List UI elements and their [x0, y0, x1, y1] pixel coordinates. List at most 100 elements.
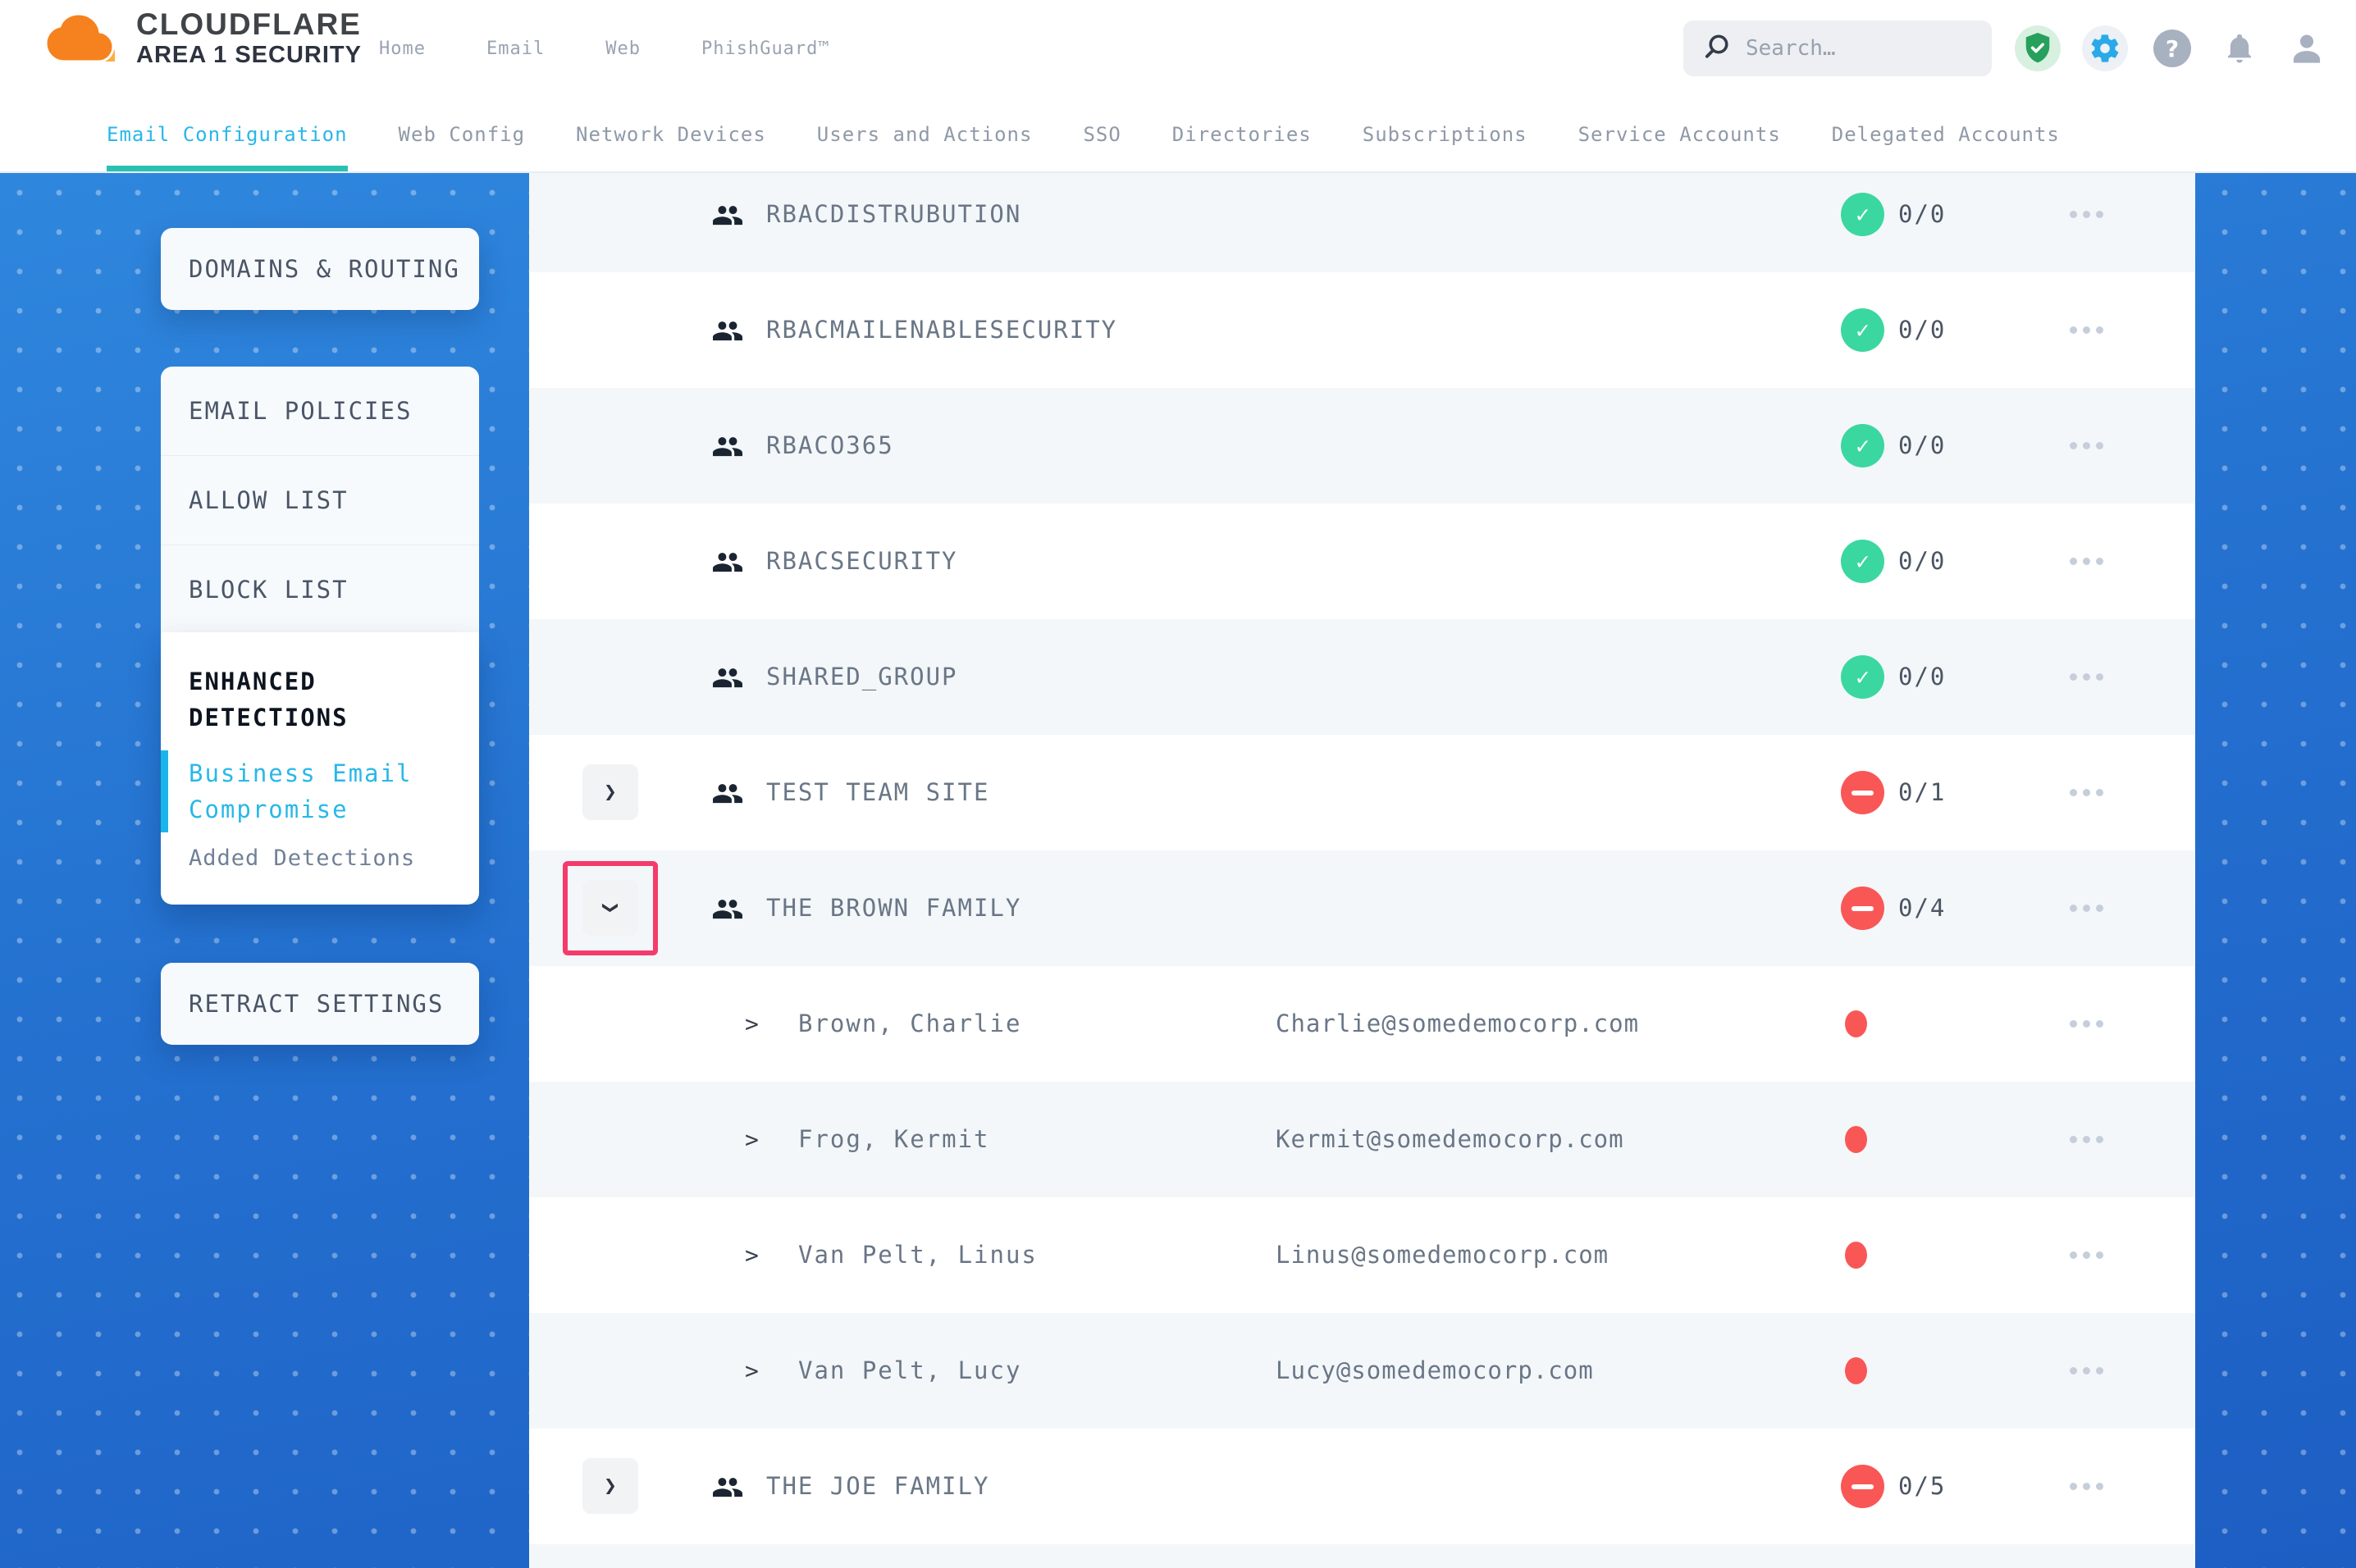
tab-web-config[interactable]: Web Config [398, 122, 526, 146]
row-menu-button[interactable] [2070, 157, 2103, 272]
expand-button[interactable] [582, 1458, 638, 1514]
group-icon [711, 315, 744, 344]
table-row: RBACO365 0/0 [529, 388, 2195, 504]
member-chevron-icon[interactable] [745, 1313, 759, 1429]
sidebar-card-retract-settings[interactable]: RETRACT SETTINGS [161, 963, 479, 1045]
group-name: THE BROWN FAMILY [766, 894, 1022, 922]
gear-icon[interactable] [2082, 25, 2128, 71]
row-menu-button[interactable] [2070, 966, 2103, 1082]
groups-table: RBACDISTRUBUTION 0/0 RBACMAILENABLESECURIT… [529, 157, 2195, 1568]
tab-sso[interactable]: SSO [1083, 122, 1121, 146]
group-name: RBACMAILENABLESECURITY [766, 316, 1118, 344]
workspace-background: RBACDISTRUBUTION 0/0 RBACMAILENABLESECURIT… [0, 157, 2356, 1568]
member-chevron-icon[interactable] [745, 1082, 759, 1197]
table-row [529, 1544, 2195, 1568]
member-email: Kermit@somedemocorp.com [1276, 1125, 1624, 1153]
row-menu-button[interactable] [2070, 850, 2103, 966]
row-menu-button[interactable] [2070, 619, 2103, 735]
table-row: THE BROWN FAMILY 0/4 [529, 850, 2195, 966]
tab-users-and-actions[interactable]: Users and Actions [816, 122, 1033, 146]
search-box[interactable] [1683, 21, 1992, 76]
tab-service-accounts[interactable]: Service Accounts [1578, 122, 1781, 146]
top-nav-home[interactable]: Home [379, 38, 426, 59]
status-alert-dot [1845, 1357, 1867, 1384]
sidebar-item-business-email-compromise[interactable]: Business Email Compromise [161, 750, 451, 832]
status-alert-dot [1845, 1010, 1867, 1037]
member-count: 0/0 [1898, 547, 1947, 575]
member-count: 0/0 [1898, 431, 1947, 459]
bell-icon[interactable] [2217, 25, 2262, 71]
status-ok-badge [1841, 308, 1884, 352]
member-count: 0/5 [1898, 1472, 1947, 1500]
sidebar-card-domains-routing[interactable]: DOMAINS & ROUTING [161, 228, 479, 310]
search-input[interactable] [1744, 35, 1961, 62]
status-blocked-badge [1841, 1465, 1884, 1508]
user-icon[interactable] [2284, 25, 2330, 71]
row-menu-button[interactable] [2070, 504, 2103, 619]
status-blocked-badge [1841, 887, 1884, 930]
member-name: Brown, Charlie [798, 1010, 1022, 1037]
group-name: RBACO365 [766, 431, 894, 459]
help-icon[interactable] [2149, 25, 2195, 71]
top-nav: Home Email Web PhishGuard™ [379, 0, 830, 97]
member-name: Frog, Kermit [798, 1125, 990, 1153]
sidebar-item-added-detections[interactable]: Added Detections [189, 846, 416, 871]
tab-directories[interactable]: Directories [1171, 122, 1312, 146]
sidebar-item-domains-routing[interactable]: DOMAINS & ROUTING [189, 255, 460, 283]
group-name: RBACSECURITY [766, 547, 958, 575]
row-menu-button[interactable] [2070, 1429, 2103, 1544]
member-count: 0/1 [1898, 778, 1947, 806]
tab-network-devices[interactable]: Network Devices [576, 122, 766, 146]
row-menu-button[interactable] [2070, 388, 2103, 504]
expand-button[interactable] [582, 764, 638, 820]
group-name: THE JOE FAMILY [766, 1472, 990, 1500]
row-menu-button[interactable] [2070, 1313, 2103, 1429]
row-menu-button[interactable] [2070, 272, 2103, 388]
top-nav-email[interactable]: Email [486, 38, 546, 59]
sidebar-item-email-policies[interactable]: EMAIL POLICIES [189, 397, 413, 425]
header-icons [2015, 0, 2330, 97]
group-icon [711, 777, 744, 807]
member-chevron-icon[interactable] [745, 1197, 759, 1313]
row-menu-button[interactable] [2070, 1082, 2103, 1197]
sidebar-item-allow-list[interactable]: ALLOW LIST [161, 455, 479, 545]
group-icon [711, 893, 744, 923]
cloudflare-cloud-icon [39, 11, 121, 66]
group-icon [711, 1471, 744, 1501]
chevron-right-icon [604, 782, 617, 803]
member-name: Van Pelt, Lucy [798, 1356, 1022, 1384]
chevron-down-icon [600, 901, 621, 914]
sidebar-item-block-list[interactable]: BLOCK LIST [161, 545, 479, 634]
tab-email-configuration[interactable]: Email Configuration [107, 97, 348, 171]
member-email: Linus@somedemocorp.com [1276, 1241, 1609, 1269]
brand-logo[interactable]: CLOUDFLARE AREA 1 SECURITY [39, 8, 362, 69]
tab-subscriptions[interactable]: Subscriptions [1362, 122, 1527, 146]
brand-title: CLOUDFLARE [136, 7, 362, 41]
table-row: Frog, Kermit Kermit@somedemocorp.com [529, 1082, 2195, 1197]
group-name: TEST TEAM SITE [766, 778, 990, 806]
group-icon [711, 662, 744, 691]
member-email: Lucy@somedemocorp.com [1276, 1356, 1594, 1384]
top-nav-phishguard[interactable]: PhishGuard™ [701, 38, 830, 59]
top-nav-web[interactable]: Web [605, 38, 641, 59]
config-tabs: Email Configuration Web Config Network Dev… [0, 97, 2356, 173]
member-email: Charlie@somedemocorp.com [1276, 1010, 1640, 1037]
table-row: SHARED_GROUP 0/0 [529, 619, 2195, 735]
sidebar-item-enhanced-detections[interactable]: ENHANCED DETECTIONS [189, 668, 349, 732]
group-name: RBACDISTRUBUTION [766, 200, 1022, 228]
sidebar-card-policies: EMAIL POLICIES ALLOW LIST BLOCK LIST [161, 367, 479, 632]
tab-delegated-accounts[interactable]: Delegated Accounts [1831, 122, 2060, 146]
collapse-button[interactable] [582, 880, 638, 936]
status-ok-badge [1841, 193, 1884, 236]
row-menu-button[interactable] [2070, 1197, 2103, 1313]
member-chevron-icon[interactable] [745, 966, 759, 1082]
top-header: CLOUDFLARE AREA 1 SECURITY Home Email Web P… [0, 0, 2356, 97]
member-count: 0/0 [1898, 663, 1947, 691]
member-count: 0/0 [1898, 316, 1947, 344]
table-row: RBACSECURITY 0/0 [529, 504, 2195, 619]
row-menu-button[interactable] [2070, 735, 2103, 850]
sidebar-item-retract-settings[interactable]: RETRACT SETTINGS [189, 990, 445, 1018]
status-ok-badge [1841, 424, 1884, 467]
shield-check-icon[interactable] [2015, 25, 2061, 71]
